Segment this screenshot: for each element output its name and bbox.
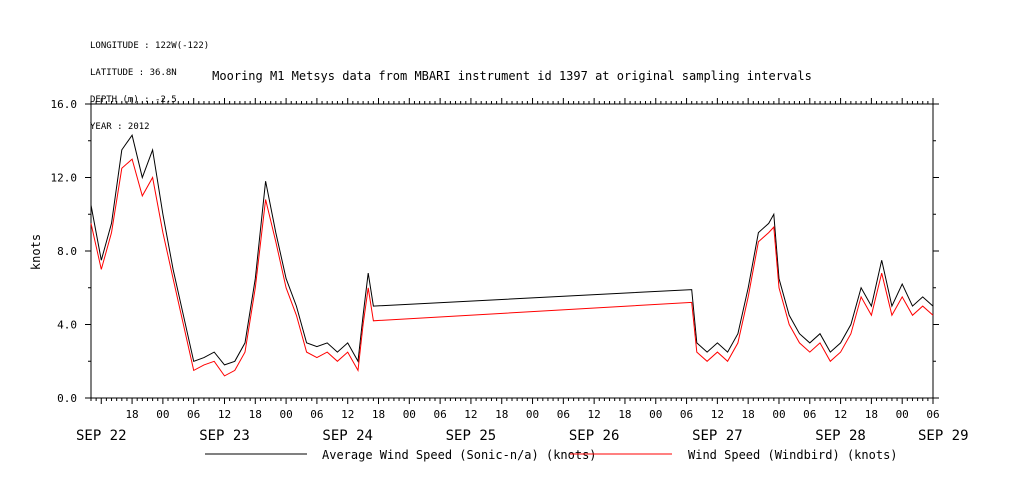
y-axis-label: knots	[29, 234, 43, 270]
x-hour-label: 00	[649, 408, 662, 421]
series-layer	[90, 134, 934, 377]
y-tick-label: 12.0	[51, 172, 78, 185]
x-hour-label: 06	[803, 408, 816, 421]
x-day-label: SEP 27	[692, 428, 743, 444]
longitude-text: LONGITUDE : 122W(-122)	[90, 41, 210, 51]
x-day-label: SEP 24	[322, 428, 373, 444]
x-hour-label: 00	[896, 408, 909, 421]
x-hour-label: 00	[403, 408, 416, 421]
x-hour-label: 00	[156, 408, 169, 421]
x-hour-label: 12	[218, 408, 231, 421]
series-line-1	[90, 158, 934, 377]
x-hour-label: 18	[865, 408, 878, 421]
y-tick-label: 8.0	[57, 245, 77, 258]
x-day-label: SEP 26	[569, 428, 620, 444]
x-hour-label: 06	[187, 408, 200, 421]
x-hour-label: 00	[279, 408, 292, 421]
legend: Average Wind Speed (Sonic-n/a) (knots) W…	[205, 448, 898, 462]
x-hour-label: 12	[464, 408, 477, 421]
x-hour-label: 00	[526, 408, 539, 421]
x-hour-label: 18	[618, 408, 631, 421]
x-hour-label: 06	[310, 408, 323, 421]
x-day-label: SEP 23	[199, 428, 250, 444]
x-hour-label: 06	[680, 408, 693, 421]
x-day-label: SEP 29	[918, 428, 969, 444]
depth-text: DEPTH (m) : -2.5	[90, 95, 177, 105]
x-hour-label: 18	[742, 408, 755, 421]
chart-title: Mooring M1 Metsys data from MBARI instru…	[212, 69, 812, 83]
x-hour-label: 12	[588, 408, 601, 421]
y-tick-label: 0.0	[57, 392, 77, 405]
x-hour-label: 06	[926, 408, 939, 421]
legend-label-windbird: Wind Speed (Windbird) (knots)	[688, 448, 898, 462]
x-hour-label: 12	[711, 408, 724, 421]
series-line-0	[90, 134, 934, 366]
y-tick-label: 16.0	[51, 98, 78, 111]
x-hour-label: 12	[834, 408, 847, 421]
x-hour-label: 18	[249, 408, 262, 421]
axes-group: 0.0 4.0 8.0 12.0 16.0 18 00 06 12 18 00 06 12 18 00 06 1…	[51, 98, 969, 444]
x-hour-label: 12	[341, 408, 354, 421]
year-text: YEAR : 2012	[90, 122, 150, 132]
x-hour-label: 06	[557, 408, 570, 421]
x-hour-label: 18	[125, 408, 138, 421]
x-hour-label: 00	[772, 408, 785, 421]
y-tick-label: 4.0	[57, 319, 77, 332]
latitude-text: LATITUDE : 36.8N	[90, 68, 177, 78]
x-day-label: SEP 22	[76, 428, 127, 444]
x-hour-label: 18	[372, 408, 385, 421]
x-hour-label: 06	[433, 408, 446, 421]
x-day-label: SEP 28	[815, 428, 866, 444]
x-hour-label: 18	[495, 408, 508, 421]
legend-label-average-wind-speed: Average Wind Speed (Sonic-n/a) (knots)	[322, 448, 597, 462]
plot-frame	[90, 103, 934, 399]
metadata-block: LONGITUDE : 122W(-122) LATITUDE : 36.8N …	[90, 24, 209, 141]
x-day-label: SEP 25	[446, 428, 497, 444]
